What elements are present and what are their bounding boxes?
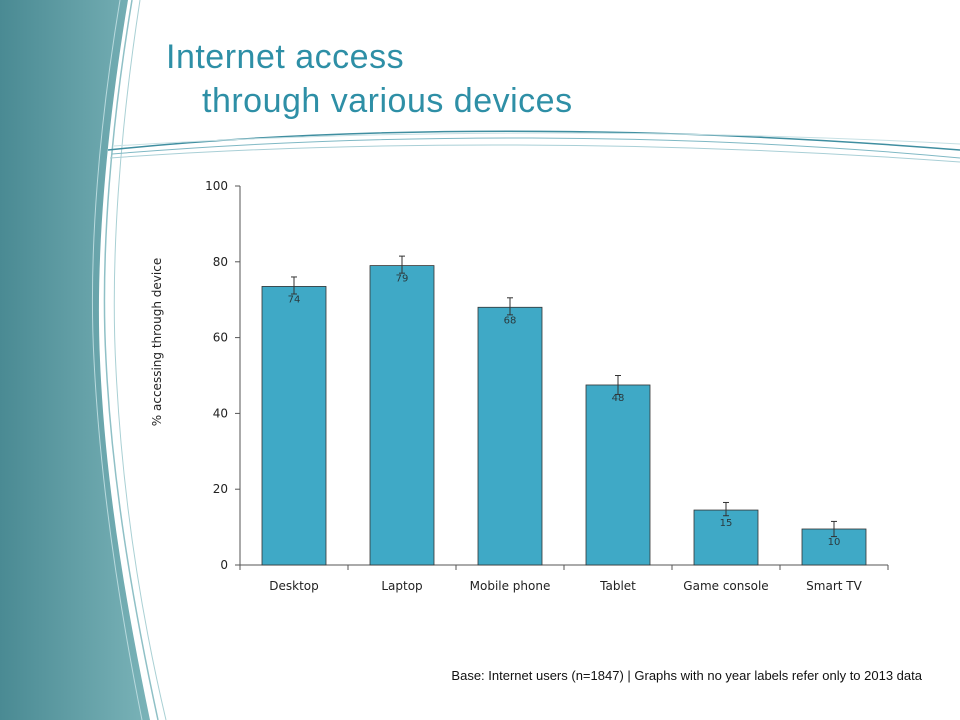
x-tick-label: Desktop (269, 579, 319, 593)
x-tick-label: Tablet (599, 579, 636, 593)
y-tick-label: 20 (213, 482, 228, 496)
data-label: 48 (612, 393, 625, 404)
swoosh-line (113, 132, 960, 147)
data-label: 68 (504, 315, 517, 326)
swoosh-line (111, 137, 960, 159)
x-tick-label: Mobile phone (470, 579, 551, 593)
swoosh-line (91, 0, 143, 720)
swoosh-line (109, 144, 960, 163)
data-label: 74 (288, 294, 301, 305)
y-tick-label: 80 (213, 255, 228, 269)
data-label: 15 (720, 518, 733, 529)
y-tick-label: 100 (205, 179, 228, 193)
data-label: 10 (828, 537, 841, 548)
y-tick-label: 60 (213, 331, 228, 345)
swoosh-line (103, 0, 159, 720)
x-tick-label: Smart TV (806, 579, 862, 593)
bar-game-console (693, 509, 759, 566)
bar-mobile-phone (477, 306, 543, 566)
footnote: Base: Internet users (n=1847) | Graphs w… (451, 668, 922, 683)
swoosh-line (113, 0, 167, 720)
left-panel (0, 0, 150, 720)
bar-desktop (261, 286, 327, 566)
y-tick-label: 0 (220, 558, 228, 572)
slide-title-line2: through various devices (202, 82, 573, 120)
x-tick-label: Game console (683, 579, 768, 593)
y-axis-label: % accessing through device (150, 257, 164, 427)
slide-title-line1: Internet access (166, 38, 405, 76)
y-tick-label: 40 (213, 406, 228, 420)
data-label: 79 (396, 274, 409, 285)
bar-laptop (369, 265, 435, 566)
x-tick-label: Laptop (381, 579, 422, 593)
bar-tablet (585, 384, 651, 566)
